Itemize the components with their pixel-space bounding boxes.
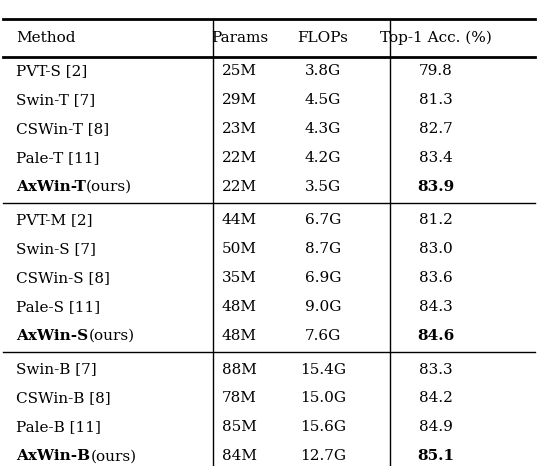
Text: 4.3G: 4.3G [305,122,341,136]
Text: 50M: 50M [222,242,257,256]
Text: 83.6: 83.6 [419,271,452,285]
Text: 22M: 22M [222,180,257,194]
Text: Params: Params [211,31,268,45]
Text: (ours): (ours) [86,180,132,194]
Text: PVT-S [2]: PVT-S [2] [16,64,87,78]
Text: 3.5G: 3.5G [305,180,341,194]
Text: 78M: 78M [222,391,257,405]
Text: Swin-S [7]: Swin-S [7] [16,242,96,256]
Text: 22M: 22M [222,151,257,165]
Text: 48M: 48M [222,329,257,343]
Text: PVT-M [2]: PVT-M [2] [16,213,93,227]
Text: Pale-S [11]: Pale-S [11] [16,300,100,314]
Text: CSWin-S [8]: CSWin-S [8] [16,271,110,285]
Text: 9.0G: 9.0G [305,300,341,314]
Text: Swin-B [7]: Swin-B [7] [16,363,97,377]
Text: 4.5G: 4.5G [305,93,341,107]
Text: 83.4: 83.4 [419,151,452,165]
Text: 25M: 25M [222,64,257,78]
Text: 85.1: 85.1 [417,449,455,463]
Text: 81.2: 81.2 [419,213,452,227]
Text: 84.2: 84.2 [419,391,452,405]
Text: 81.3: 81.3 [419,93,452,107]
Text: Method: Method [16,31,76,45]
Text: 12.7G: 12.7G [300,449,346,463]
Text: 7.6G: 7.6G [305,329,341,343]
Text: CSWin-T [8]: CSWin-T [8] [16,122,109,136]
Text: 8.7G: 8.7G [305,242,341,256]
Text: 82.7: 82.7 [419,122,452,136]
Text: 84.9: 84.9 [419,420,452,434]
Text: 83.9: 83.9 [417,180,455,194]
Text: 4.2G: 4.2G [305,151,341,165]
Text: AxWin-B: AxWin-B [16,449,90,463]
Text: 85M: 85M [222,420,257,434]
Text: CSWin-B [8]: CSWin-B [8] [16,391,111,405]
Text: Pale-B [11]: Pale-B [11] [16,420,101,434]
Text: FLOPs: FLOPs [298,31,348,45]
Text: 83.3: 83.3 [419,363,452,377]
Text: 6.9G: 6.9G [305,271,341,285]
Text: (ours): (ours) [90,449,137,463]
Text: 88M: 88M [222,363,257,377]
Text: 15.6G: 15.6G [300,420,346,434]
Text: 35M: 35M [222,271,257,285]
Text: 84M: 84M [222,449,257,463]
Text: 15.0G: 15.0G [300,391,346,405]
Text: AxWin-S: AxWin-S [16,329,88,343]
Text: 29M: 29M [222,93,257,107]
Text: AxWin-T: AxWin-T [16,180,86,194]
Text: 84.6: 84.6 [417,329,455,343]
Text: 48M: 48M [222,300,257,314]
Text: 15.4G: 15.4G [300,363,346,377]
Text: (ours): (ours) [88,329,134,343]
Text: 3.8G: 3.8G [305,64,341,78]
Text: Top-1 Acc. (%): Top-1 Acc. (%) [380,31,492,45]
Text: 83.0: 83.0 [419,242,452,256]
Text: 79.8: 79.8 [419,64,452,78]
Text: Swin-T [7]: Swin-T [7] [16,93,95,107]
Text: 84.3: 84.3 [419,300,452,314]
Text: 44M: 44M [222,213,257,227]
Text: Pale-T [11]: Pale-T [11] [16,151,100,165]
Text: 6.7G: 6.7G [305,213,341,227]
Text: 23M: 23M [222,122,257,136]
